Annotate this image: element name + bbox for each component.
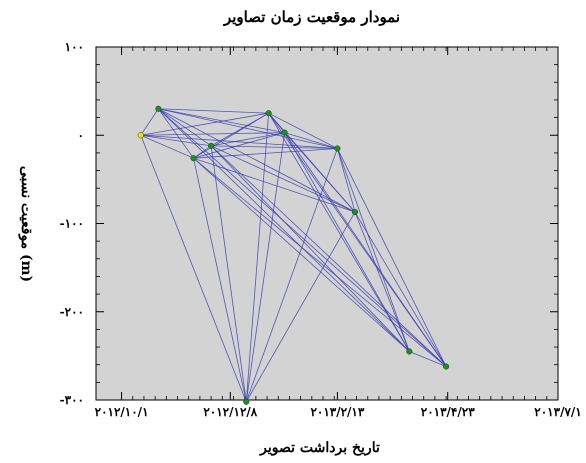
baseline-connection <box>158 108 410 352</box>
connection-lines <box>140 108 447 402</box>
baseline-connection <box>268 112 338 149</box>
chart-title: نمودار موقعیت زمان تصاویر <box>223 8 400 26</box>
baseline-connection <box>409 351 447 367</box>
baseline-connection <box>210 145 410 352</box>
x-tick-label: ۲۰۱۲/۱۰/۱ <box>95 405 149 419</box>
baseline-connection <box>193 157 410 352</box>
y-tick-label: -۱۰۰ <box>60 217 84 231</box>
baseline-connection <box>158 108 338 149</box>
y-axis-label: موقعیت نسبی (m) <box>18 166 34 282</box>
x-axis-label: تاریخ برداشت تصویر <box>259 440 380 456</box>
baseline-connection <box>158 108 356 213</box>
x-tick-labels: ۲۰۱۲/۱۰/۱ ۲۰۱۲/۱۲/۸ ۲۰۱۳/۲/۱۳ ۲۰۱۳/۴/۲۳ ۲۰۱۳… <box>95 405 582 419</box>
baseline-connection <box>158 108 269 114</box>
y-tick-label: ۰ <box>78 128 84 142</box>
image-point <box>190 155 197 162</box>
image-point <box>351 208 359 216</box>
master-image-point <box>137 132 144 139</box>
baseline-connection <box>140 108 159 136</box>
baseline-connection <box>193 157 447 367</box>
tick-marks <box>96 46 559 401</box>
image-point <box>243 398 250 405</box>
image-point <box>406 348 413 355</box>
y-tick-label: -۲۰۰ <box>60 305 84 319</box>
baseline-connection <box>284 132 338 149</box>
image-point <box>208 142 215 149</box>
baseline-connection <box>284 132 447 367</box>
baseline-connection <box>210 145 247 402</box>
baseline-connection <box>210 145 356 213</box>
baseline-connection <box>140 112 269 136</box>
baseline-connection <box>193 132 285 159</box>
image-point <box>265 110 272 117</box>
baseline-connection <box>245 132 286 402</box>
baseline-connection <box>140 134 194 159</box>
baseline-connection <box>140 132 285 136</box>
baseline-connection <box>210 112 269 147</box>
baseline-connection <box>284 132 410 352</box>
x-tick-label: ۲۰۱۳/۲/۱۳ <box>310 405 364 419</box>
baseline-connection <box>337 148 447 367</box>
baseline-connection <box>211 145 338 149</box>
baseline-connection <box>140 134 212 147</box>
y-tick-label: -۳۰۰ <box>60 393 84 407</box>
image-point <box>334 145 341 152</box>
x-tick-label: ۲۰۱۳/۷/۱ <box>534 405 581 419</box>
x-tick-label: ۲۰۱۲/۱۲/۸ <box>203 405 257 419</box>
plot-area <box>95 46 559 401</box>
y-tick-label: ۱۰۰ <box>65 40 84 54</box>
image-point <box>155 105 162 112</box>
baseline-connection <box>337 148 410 352</box>
data-points <box>137 105 450 405</box>
baseline-connection <box>158 108 194 159</box>
baseline-connection <box>245 148 338 402</box>
baseline-connection <box>354 211 447 367</box>
baseline-connection <box>158 108 285 133</box>
baseline-connection <box>210 145 447 367</box>
baseline-connection <box>245 211 356 402</box>
image-point <box>281 129 288 136</box>
image-point <box>443 363 450 370</box>
baseline-connection <box>284 132 356 213</box>
baseline-connection <box>193 158 247 402</box>
baseline-connection <box>158 108 212 147</box>
x-tick-label: ۲۰۱۳/۴/۲۳ <box>421 405 475 419</box>
baseline-connection <box>140 134 338 149</box>
baseline-connection <box>211 132 285 147</box>
baseline-connection <box>337 148 356 213</box>
baseline-connection <box>193 157 356 213</box>
baseline-connection <box>354 211 410 352</box>
y-tick-labels: ۱۰۰ ۰ -۱۰۰ -۲۰۰ -۳۰۰ <box>60 40 84 407</box>
baseline-connection <box>140 135 247 402</box>
baseline-connection <box>245 113 270 402</box>
baseline-connection <box>268 112 410 352</box>
